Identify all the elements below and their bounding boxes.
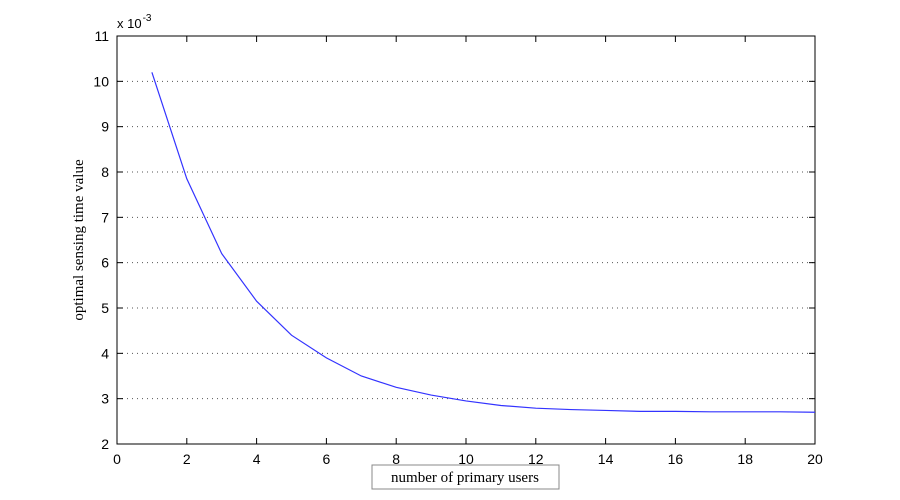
x-tick-label: 12	[528, 451, 544, 467]
series-layer	[151, 72, 816, 413]
y-tick-label: 11	[94, 28, 109, 44]
x-tick-label: 2	[183, 451, 191, 467]
y-tick-label: 4	[101, 345, 109, 361]
plot-area-frame	[116, 35, 816, 445]
x-tick-label: 10	[458, 451, 474, 467]
x-tick-label: 4	[253, 451, 261, 467]
y-tick-label: 7	[101, 209, 109, 225]
x-tick-label: 8	[392, 451, 400, 467]
y-tick-label: 2	[101, 436, 109, 452]
x-tick-label: 14	[598, 451, 614, 467]
x-axis-label-box	[371, 464, 560, 490]
y-axis-label: optimal sensing time value	[71, 159, 87, 321]
x-tick-label: 16	[668, 451, 684, 467]
x-tick-label: 18	[737, 451, 753, 467]
series-line-0	[151, 72, 816, 413]
y-tick-label: 10	[93, 73, 109, 89]
x-tick-label: 0	[113, 451, 121, 467]
y-tick-label: 8	[101, 164, 109, 180]
x-axis-label: number of primary users	[391, 470, 539, 486]
x-tick-label: 20	[807, 451, 823, 467]
y-tick-label: 5	[101, 300, 109, 316]
grid-lines	[117, 80, 815, 400]
x-tick-label: 6	[323, 451, 331, 467]
y-tick-label: 9	[101, 119, 109, 135]
y-tick-label: 3	[101, 391, 109, 407]
y-scale-label: x 10-3	[117, 13, 152, 31]
y-tick-label: 6	[101, 255, 109, 271]
